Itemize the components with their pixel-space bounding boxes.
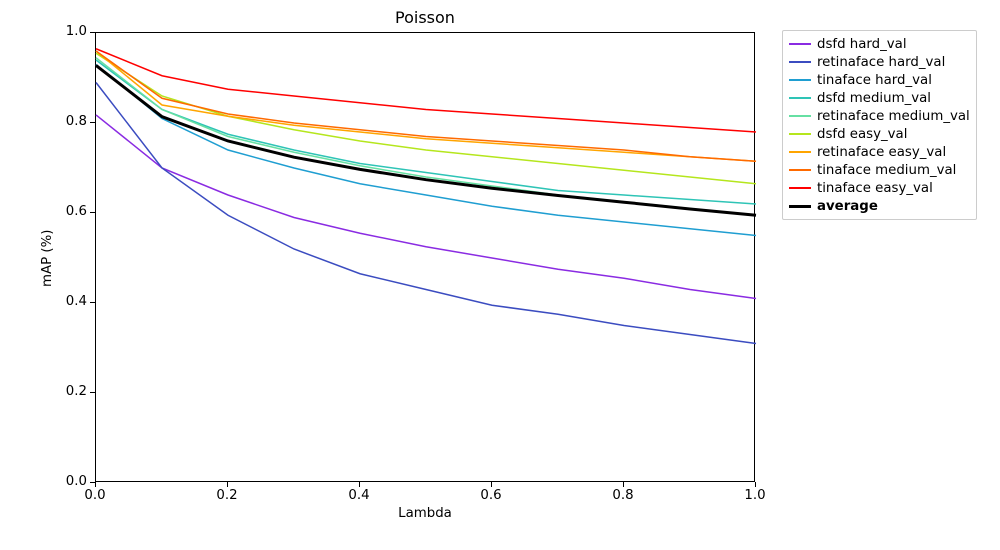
y-tick-mark — [90, 122, 95, 123]
legend-row: dsfd hard_val — [789, 35, 970, 53]
legend-label: tinaface hard_val — [817, 73, 932, 88]
y-tick-label: 0.0 — [57, 474, 87, 489]
legend-row: retinaface hard_val — [789, 53, 970, 71]
legend-row: tinaface medium_val — [789, 161, 970, 179]
figure: Poisson 0.0 0.2 0.4 0.6 0.8 1.0 0.0 0.2 0.4 0.6 0… — [0, 0, 1000, 550]
x-tick-mark — [95, 482, 96, 487]
y-tick-label: 0.4 — [57, 294, 87, 309]
y-tick-mark — [90, 302, 95, 303]
legend-label: dsfd medium_val — [817, 91, 931, 106]
legend-label: retinaface easy_val — [817, 145, 946, 160]
legend-label: dsfd hard_val — [817, 37, 907, 52]
legend-row: retinaface easy_val — [789, 143, 970, 161]
x-tick-label: 0.2 — [215, 488, 239, 503]
y-tick-label: 1.0 — [57, 24, 87, 39]
legend-swatch — [789, 133, 811, 135]
x-tick-mark — [623, 482, 624, 487]
x-tick-mark — [359, 482, 360, 487]
y-tick-label: 0.8 — [57, 114, 87, 129]
legend-swatch — [789, 151, 811, 153]
y-axis-label: mAP (%) — [40, 230, 55, 287]
series-line — [96, 49, 756, 132]
x-tick-label: 0.0 — [83, 488, 107, 503]
x-tick-label: 0.4 — [347, 488, 371, 503]
x-axis-label: Lambda — [385, 506, 465, 521]
x-tick-label: 0.6 — [479, 488, 503, 503]
legend-swatch — [789, 43, 811, 45]
legend-row: retinaface medium_val — [789, 107, 970, 125]
plot-lines — [96, 33, 756, 483]
legend-row: tinaface hard_val — [789, 71, 970, 89]
legend-swatch — [789, 205, 811, 208]
legend-label: retinaface hard_val — [817, 55, 945, 70]
x-tick-label: 1.0 — [743, 488, 767, 503]
legend-swatch — [789, 97, 811, 99]
legend-row: dsfd easy_val — [789, 125, 970, 143]
series-line — [96, 51, 756, 161]
legend: dsfd hard_val retinaface hard_val tinaface… — [782, 30, 977, 220]
series-line — [96, 60, 756, 204]
x-tick-mark — [755, 482, 756, 487]
series-line — [96, 65, 756, 215]
plot-area — [95, 32, 755, 482]
series-line — [96, 53, 756, 184]
legend-label: retinaface medium_val — [817, 109, 970, 124]
x-tick-label: 0.8 — [611, 488, 635, 503]
legend-swatch — [789, 169, 811, 171]
y-tick-label: 0.6 — [57, 204, 87, 219]
legend-swatch — [789, 79, 811, 81]
y-tick-mark — [90, 392, 95, 393]
legend-label: dsfd easy_val — [817, 127, 907, 142]
x-tick-mark — [491, 482, 492, 487]
legend-label: average — [817, 199, 878, 214]
y-tick-mark — [90, 482, 95, 483]
legend-label: tinaface easy_val — [817, 181, 933, 196]
chart-title: Poisson — [95, 8, 755, 27]
y-tick-mark — [90, 212, 95, 213]
legend-row: dsfd medium_val — [789, 89, 970, 107]
legend-swatch — [789, 187, 811, 189]
legend-row: average — [789, 197, 970, 215]
y-tick-label: 0.2 — [57, 384, 87, 399]
legend-row: tinaface easy_val — [789, 179, 970, 197]
legend-swatch — [789, 61, 811, 63]
legend-label: tinaface medium_val — [817, 163, 956, 178]
y-tick-mark — [90, 32, 95, 33]
x-tick-mark — [227, 482, 228, 487]
legend-swatch — [789, 115, 811, 117]
